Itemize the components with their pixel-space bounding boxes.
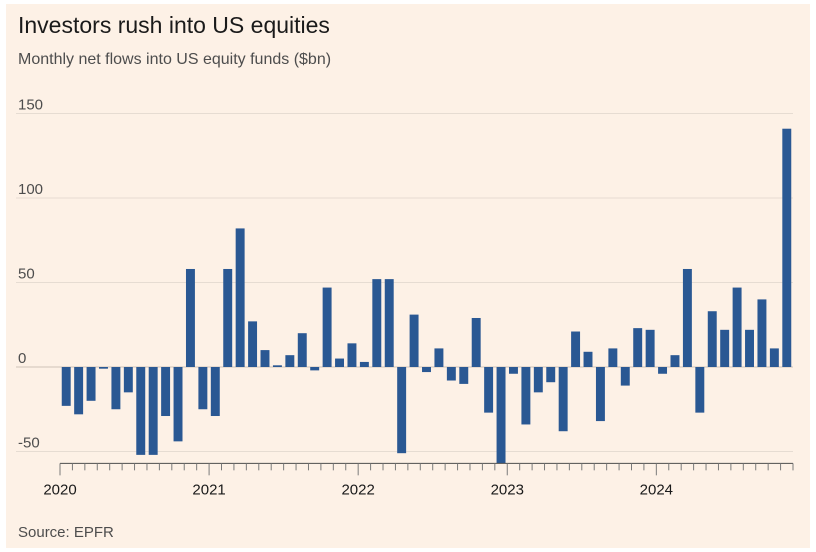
bar xyxy=(546,367,556,383)
bar xyxy=(670,355,680,367)
bar xyxy=(645,329,655,367)
x-axis: 2020 2021 2022 2023 2024 xyxy=(43,462,794,498)
y-tick-label: 50 xyxy=(18,266,35,283)
bar xyxy=(347,343,357,367)
y-tick-label: 0 xyxy=(18,350,26,367)
x-tick-label: 2022 xyxy=(341,481,374,498)
bar xyxy=(446,367,456,381)
bar xyxy=(185,268,195,367)
y-axis-ticks: -50 0 50 100 150 xyxy=(18,97,43,452)
bar xyxy=(409,314,419,367)
bar xyxy=(508,367,518,374)
bar xyxy=(335,358,345,367)
bar xyxy=(285,355,295,367)
bar xyxy=(484,367,494,413)
bar xyxy=(123,367,133,393)
bar xyxy=(74,367,84,415)
bar xyxy=(397,367,407,454)
bar xyxy=(769,348,779,367)
bar xyxy=(496,367,506,464)
bar xyxy=(459,367,469,384)
bar xyxy=(571,331,581,367)
chart-card: Investors rush into US equities Monthly … xyxy=(6,4,810,548)
bar xyxy=(359,361,369,367)
bar xyxy=(757,299,767,367)
bar xyxy=(148,367,158,455)
y-tick-label: 100 xyxy=(18,181,43,198)
bar xyxy=(422,367,431,373)
source-note: Source: EPFR xyxy=(18,524,114,541)
bar xyxy=(235,228,245,367)
bar xyxy=(595,367,605,422)
bar xyxy=(248,321,258,367)
bar-chart: -50 0 50 100 150 2020 2021 2022 2023 2024 xyxy=(16,97,794,498)
bar xyxy=(682,268,692,367)
x-tick-label: 2021 xyxy=(192,481,225,498)
bar xyxy=(695,367,705,413)
x-tick-label: 2024 xyxy=(640,481,673,498)
bar xyxy=(310,367,320,371)
chart-title: Investors rush into US equities xyxy=(18,12,330,38)
bar xyxy=(707,311,717,367)
bar xyxy=(260,350,270,367)
x-tick-label: 2023 xyxy=(491,481,524,498)
bar xyxy=(161,367,171,417)
bar xyxy=(720,329,730,367)
bar xyxy=(210,367,220,417)
bar xyxy=(372,279,382,367)
bar xyxy=(533,367,543,393)
bar xyxy=(322,287,332,367)
bar xyxy=(61,367,71,406)
x-tick-label: 2020 xyxy=(43,481,76,498)
bar xyxy=(173,367,183,442)
bar xyxy=(99,367,108,369)
bars xyxy=(61,128,792,464)
bar xyxy=(583,351,593,367)
bar xyxy=(198,367,208,410)
bar xyxy=(297,333,307,367)
bar xyxy=(384,279,394,367)
bar xyxy=(658,367,668,374)
bar xyxy=(633,328,643,367)
bar xyxy=(471,317,481,367)
bar xyxy=(272,365,282,367)
bar xyxy=(732,287,742,367)
bar xyxy=(745,329,754,367)
bar xyxy=(620,367,630,386)
bar xyxy=(136,367,146,455)
bar xyxy=(86,367,96,401)
bar xyxy=(608,348,618,367)
chart-subtitle: Monthly net flows into US equity funds (… xyxy=(18,51,332,68)
bar xyxy=(111,367,121,410)
y-tick-label: -50 xyxy=(18,435,40,452)
bar xyxy=(782,128,792,367)
bar xyxy=(223,268,233,367)
bar xyxy=(558,367,568,432)
bar xyxy=(521,367,531,425)
y-tick-label: 150 xyxy=(18,97,43,114)
bar xyxy=(434,348,444,367)
